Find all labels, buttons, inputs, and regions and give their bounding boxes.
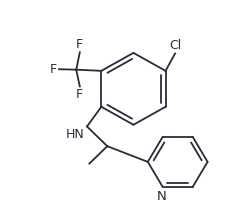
Text: F: F bbox=[76, 88, 83, 101]
Text: N: N bbox=[157, 190, 166, 203]
Text: HN: HN bbox=[65, 128, 84, 141]
Text: F: F bbox=[50, 63, 57, 76]
Text: Cl: Cl bbox=[169, 39, 181, 52]
Text: F: F bbox=[76, 38, 83, 51]
